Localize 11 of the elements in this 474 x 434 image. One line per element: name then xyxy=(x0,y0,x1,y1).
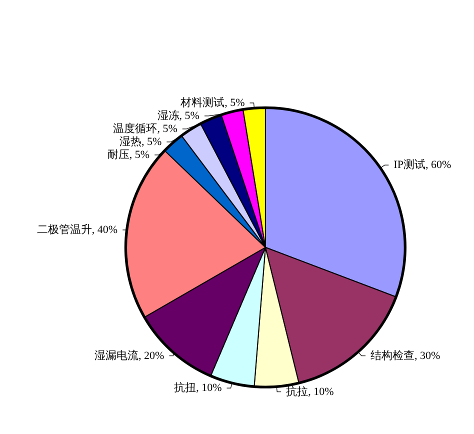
slice-label: 抗拉, 10% xyxy=(286,384,334,398)
slice-label: 结构检查, 30% xyxy=(370,348,440,362)
slice-label: 湿漏电流, 20% xyxy=(94,348,164,362)
slice-label: 抗扭, 10% xyxy=(174,381,222,394)
slice-label: IP测试, 60% xyxy=(394,158,452,172)
slice-label: 温度循环, 5% xyxy=(113,122,178,135)
slice-label: 湿热, 5% xyxy=(119,136,162,148)
slice-label: 耐压, 5% xyxy=(107,148,150,161)
slice-label: 湿冻, 5% xyxy=(157,108,200,122)
slice-label: 材料测试, 5% xyxy=(180,96,245,109)
slice-label: 二极管温升, 40% xyxy=(36,222,118,236)
